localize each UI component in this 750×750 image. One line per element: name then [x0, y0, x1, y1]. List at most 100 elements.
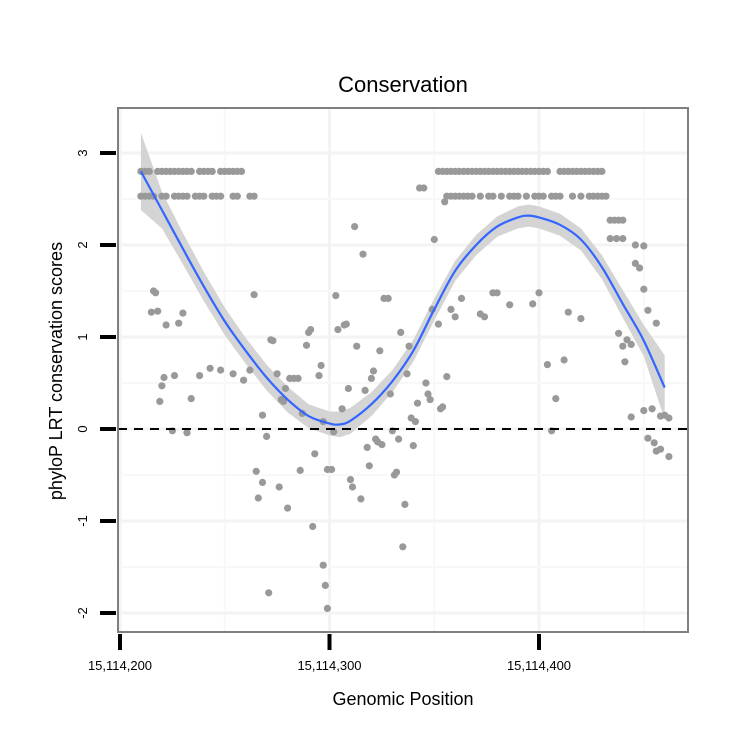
x-axis-title: Genomic Position — [332, 689, 473, 709]
data-point — [640, 285, 648, 293]
data-point — [323, 604, 331, 613]
data-point — [556, 192, 564, 200]
data-point — [598, 167, 606, 175]
data-point — [321, 581, 329, 590]
data-point — [631, 259, 640, 267]
y-tick-label: 0 — [75, 425, 90, 432]
data-point — [422, 379, 430, 387]
data-point — [631, 241, 640, 249]
data-point — [302, 341, 311, 349]
data-point — [506, 301, 514, 309]
data-point — [346, 476, 355, 484]
data-point — [640, 242, 648, 250]
grid-lines — [118, 108, 688, 632]
data-point — [612, 235, 621, 243]
y-tick-label: 1 — [75, 333, 90, 340]
data-point — [200, 192, 208, 200]
data-point — [411, 418, 419, 426]
data-point — [250, 192, 258, 200]
data-point — [265, 589, 273, 597]
data-point — [365, 462, 373, 470]
data-point — [384, 294, 392, 302]
data-point — [606, 235, 614, 243]
x-tick-label: 15,114,400 — [507, 658, 571, 673]
data-point — [175, 319, 183, 327]
data-point — [420, 184, 428, 192]
data-point — [307, 326, 315, 334]
data-point — [206, 364, 214, 372]
data-point — [627, 413, 635, 421]
data-point — [332, 292, 340, 300]
data-point — [522, 192, 531, 200]
data-point — [158, 382, 166, 390]
data-point — [187, 167, 195, 175]
chart-title: Conservation — [338, 72, 468, 97]
data-point — [317, 361, 325, 370]
y-tick-label: 2 — [75, 241, 90, 248]
data-point — [409, 442, 417, 450]
data-point — [665, 414, 673, 422]
data-point — [535, 289, 543, 297]
data-point — [328, 465, 336, 474]
data-point — [543, 167, 552, 175]
data-point — [229, 370, 237, 378]
data-point — [258, 411, 267, 419]
data-point — [619, 342, 627, 350]
data-point — [636, 264, 644, 272]
data-point — [447, 305, 455, 313]
data-point — [424, 390, 432, 398]
x-axis: 15,114,200 15,114,300 15,114,400 — [88, 634, 571, 673]
data-point — [237, 167, 246, 175]
data-points — [137, 167, 673, 613]
data-point — [170, 372, 179, 380]
data-point — [233, 192, 241, 200]
data-point — [615, 329, 623, 337]
data-point — [258, 478, 267, 486]
data-point — [413, 399, 422, 407]
data-point — [644, 306, 652, 314]
data-point — [281, 384, 290, 393]
data-point — [650, 439, 658, 447]
x-tick-label: 15,114,200 — [88, 658, 152, 673]
data-point — [621, 358, 629, 366]
data-point — [240, 376, 248, 384]
y-tick-label: 3 — [75, 149, 90, 156]
data-point — [376, 347, 384, 355]
data-point — [434, 320, 442, 328]
data-point — [263, 432, 271, 440]
data-point — [367, 374, 375, 382]
data-point — [648, 405, 656, 413]
data-point — [644, 434, 652, 442]
data-point — [319, 561, 327, 569]
y-axis: -2 -1 0 1 2 3 — [75, 149, 116, 619]
data-point — [623, 336, 631, 344]
confidence-band — [140, 132, 665, 438]
data-point — [401, 500, 409, 508]
smooth-curve — [139, 170, 666, 426]
data-point — [476, 192, 484, 200]
data-point — [160, 373, 168, 382]
data-point — [338, 405, 346, 413]
data-point — [378, 441, 386, 449]
data-point — [441, 198, 449, 206]
data-point — [196, 372, 204, 380]
data-point — [152, 289, 160, 297]
data-point — [665, 453, 673, 461]
y-tick-label: -2 — [75, 607, 90, 619]
data-point — [493, 289, 501, 297]
data-point — [217, 366, 225, 374]
data-point — [652, 319, 660, 327]
data-point — [162, 321, 170, 329]
data-point — [348, 483, 357, 491]
data-point — [279, 397, 287, 405]
data-point — [640, 407, 648, 415]
data-point — [395, 435, 403, 443]
data-point — [529, 300, 537, 308]
data-point — [568, 192, 577, 200]
data-point — [246, 366, 254, 374]
data-point — [252, 467, 260, 475]
data-point — [154, 307, 162, 315]
data-point — [353, 342, 361, 350]
data-point — [351, 223, 359, 231]
